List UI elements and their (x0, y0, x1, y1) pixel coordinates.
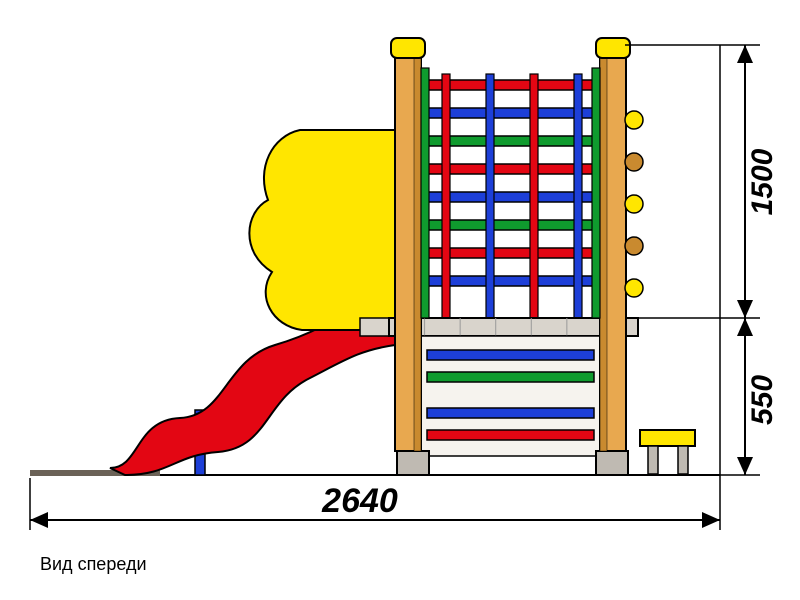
tower (389, 38, 643, 475)
dim-width-text: 2640 (321, 482, 398, 520)
caption: Вид спереди (40, 554, 147, 574)
side-step (640, 430, 695, 474)
playground-front-view: 2640 1500 550 Вид спереди (0, 0, 800, 600)
dim-lower-text: 550 (746, 375, 779, 425)
dim-upper-text: 1500 (746, 148, 779, 215)
dimension-heights: 1500 550 (625, 45, 779, 475)
yellow-panel (249, 130, 395, 330)
